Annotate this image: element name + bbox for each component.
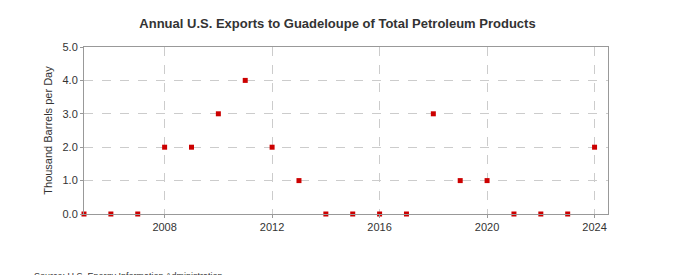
svg-text:3.0: 3.0	[63, 108, 78, 120]
svg-text:Annual U.S. Exports to Guadelo: Annual U.S. Exports to Guadeloupe of Tot…	[139, 16, 535, 31]
svg-text:2008: 2008	[152, 221, 176, 233]
svg-text:2020: 2020	[475, 221, 499, 233]
svg-text:1.0: 1.0	[63, 174, 78, 186]
svg-text:Thousand Barrels per Day: Thousand Barrels per Day	[42, 66, 54, 195]
svg-text:Source: U.S. Energy Informatio: Source: U.S. Energy Information Administ…	[34, 271, 223, 275]
svg-text:2024: 2024	[582, 221, 606, 233]
svg-text:2012: 2012	[260, 221, 284, 233]
svg-text:2016: 2016	[367, 221, 391, 233]
svg-text:2.0: 2.0	[63, 141, 78, 153]
svg-text:4.0: 4.0	[63, 74, 78, 86]
svg-text:0.0: 0.0	[63, 208, 78, 220]
svg-text:5.0: 5.0	[63, 41, 78, 53]
